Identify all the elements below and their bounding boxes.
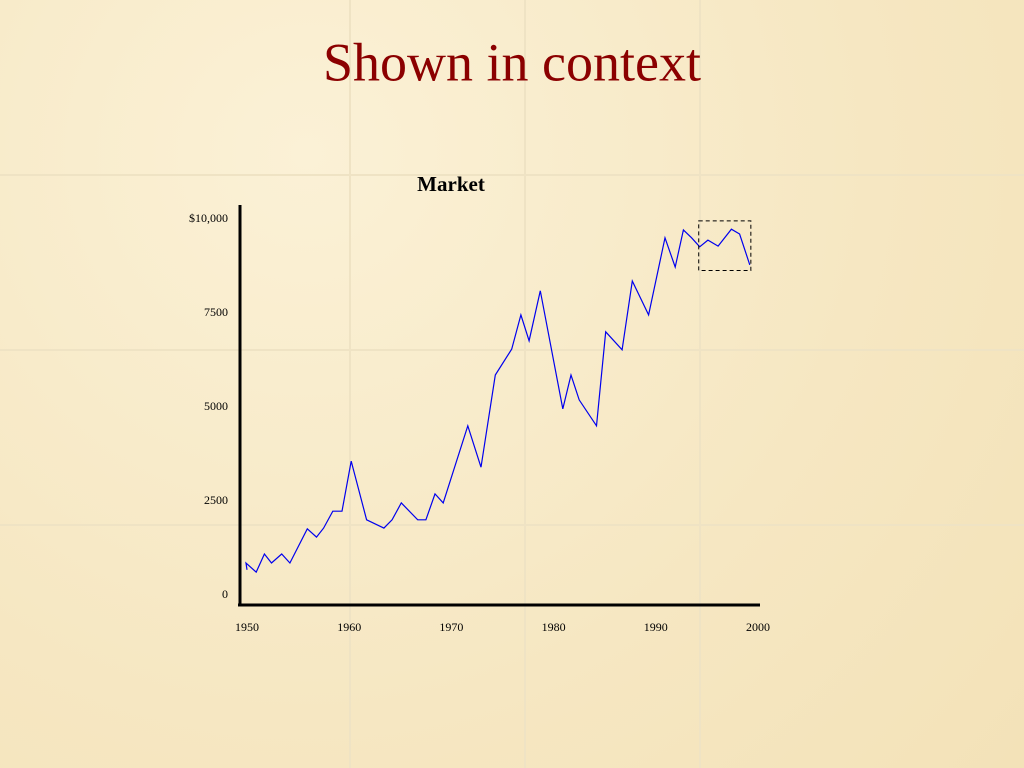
x-tick-label: 1980 — [542, 620, 566, 634]
slide-title: Shown in context — [323, 32, 701, 92]
x-tick-label: 2000 — [746, 620, 770, 634]
y-tick-label: $10,000 — [189, 211, 228, 225]
x-tick-label: 1990 — [644, 620, 668, 634]
x-tick-label: 1970 — [439, 620, 463, 634]
x-tick-label: 1960 — [337, 620, 361, 634]
chart-title: Market — [417, 172, 485, 196]
y-tick-label: 5000 — [204, 399, 228, 413]
x-tick-label: 1950 — [235, 620, 259, 634]
y-tick-label: 0 — [222, 587, 228, 601]
data-line — [245, 228, 751, 574]
y-tick-label: 7500 — [204, 305, 228, 319]
highlight-box — [698, 220, 752, 272]
y-tick-label: 2500 — [204, 493, 228, 507]
